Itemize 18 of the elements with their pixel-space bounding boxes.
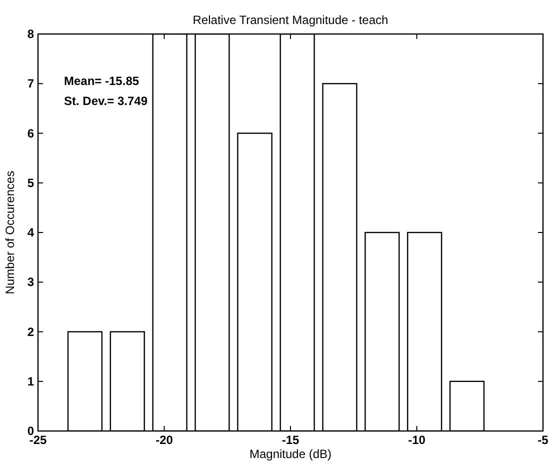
y-tick-label: 8 <box>27 27 34 41</box>
y-axis-title: Number of Occurences <box>3 170 17 294</box>
x-tick-label: -15 <box>282 433 300 447</box>
y-tick-label: 3 <box>27 275 34 290</box>
y-tick-label: 7 <box>27 76 34 91</box>
y-tick-label: 1 <box>27 374 34 388</box>
y-tick-label: 6 <box>27 126 34 140</box>
y-tick-label: 5 <box>27 176 34 190</box>
x-axis-title: Magnitude (dB) <box>249 447 332 461</box>
chart-title: Relative Transient Magnitude - teach <box>192 13 388 27</box>
y-tick-label: 0 <box>27 424 34 438</box>
annotation: Mean= -15.85 <box>64 74 140 88</box>
y-tick-label: 4 <box>27 226 34 240</box>
y-tick-label: 2 <box>27 324 34 339</box>
x-tick-label: -20 <box>156 433 174 447</box>
annotation: St. Dev.= 3.749 <box>64 94 148 108</box>
x-tick-label: -5 <box>538 433 549 447</box>
x-tick-label: -10 <box>408 433 426 447</box>
